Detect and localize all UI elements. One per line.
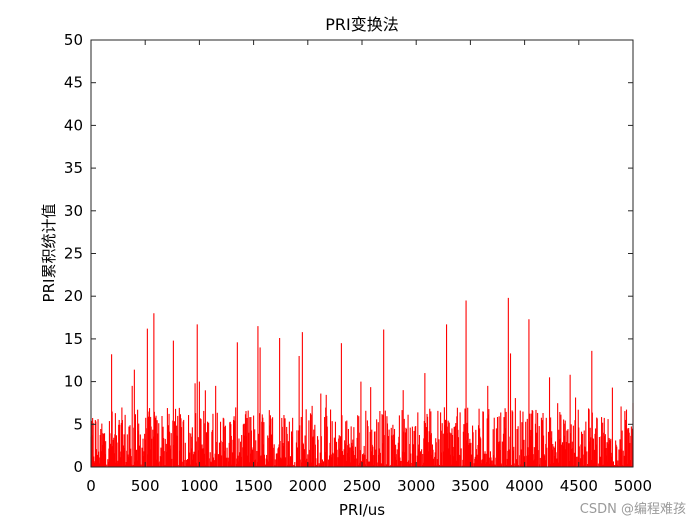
y-tick-label: 40 xyxy=(64,116,83,134)
y-tick-label: 45 xyxy=(64,74,83,92)
y-axis-ticks: 0 5 10 15 20 25 30 35 40 45 50 xyxy=(64,31,633,476)
x-axis-label: PRI/us xyxy=(339,501,385,519)
chart-title: PRI变换法 xyxy=(325,15,399,34)
x-tick-label: 5000 xyxy=(614,477,652,495)
y-tick-label: 15 xyxy=(64,330,83,348)
x-tick-label: 4000 xyxy=(506,477,544,495)
x-tick-label: 4500 xyxy=(560,477,598,495)
y-tick-label: 20 xyxy=(64,287,83,305)
y-tick-label: 25 xyxy=(64,245,83,263)
x-tick-label: 2500 xyxy=(343,477,381,495)
plot-area xyxy=(91,40,633,467)
y-axis-label: PRI累积统计值 xyxy=(40,204,58,303)
x-tick-label: 2000 xyxy=(289,477,327,495)
y-tick-label: 0 xyxy=(73,458,83,476)
x-tick-label: 3500 xyxy=(451,477,489,495)
y-tick-label: 35 xyxy=(64,159,83,177)
x-tick-label: 3000 xyxy=(397,477,435,495)
y-tick-label: 5 xyxy=(73,415,83,433)
bar-series xyxy=(90,297,634,467)
x-tick-label: 1000 xyxy=(180,477,218,495)
y-tick-label: 50 xyxy=(64,31,83,49)
x-tick-label: 1500 xyxy=(235,477,273,495)
x-axis-ticks: 0 500 1000 1500 2000 2500 3000 3500 4000 4500 5000 xyxy=(86,40,652,495)
watermark: CSDN @编程难孩 xyxy=(579,502,686,517)
y-tick-label: 30 xyxy=(64,202,83,220)
x-tick-label: 500 xyxy=(131,477,160,495)
x-tick-label: 0 xyxy=(86,477,96,495)
y-tick-label: 10 xyxy=(64,373,83,391)
